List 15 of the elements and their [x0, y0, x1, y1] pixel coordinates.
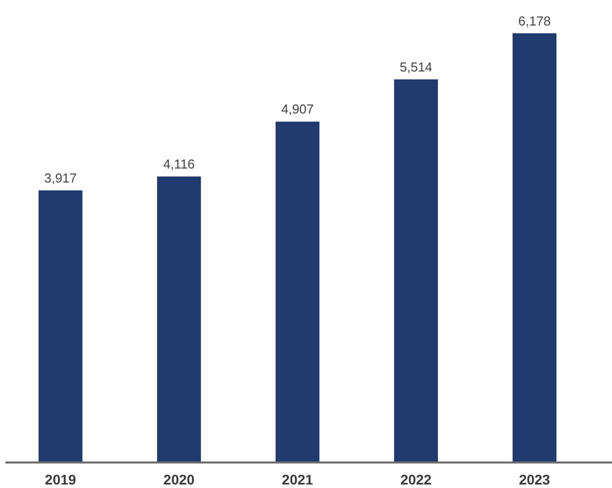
data-label: 4,116	[163, 156, 195, 172]
data-label: 3,917	[44, 170, 77, 186]
x-tick-label: 2021	[282, 472, 314, 488]
x-tick-label: 2022	[400, 472, 432, 488]
bar	[276, 122, 320, 462]
bar	[157, 176, 201, 462]
bar	[512, 33, 556, 462]
bar	[38, 190, 82, 462]
bar	[394, 79, 438, 462]
data-label: 6,178	[518, 13, 551, 28]
x-tick-label: 2019	[44, 472, 76, 488]
x-tick-label: 2020	[163, 472, 195, 488]
data-label: 4,907	[281, 102, 314, 117]
data-label: 5,514	[400, 59, 432, 74]
x-tick-label: 2023	[518, 472, 550, 488]
